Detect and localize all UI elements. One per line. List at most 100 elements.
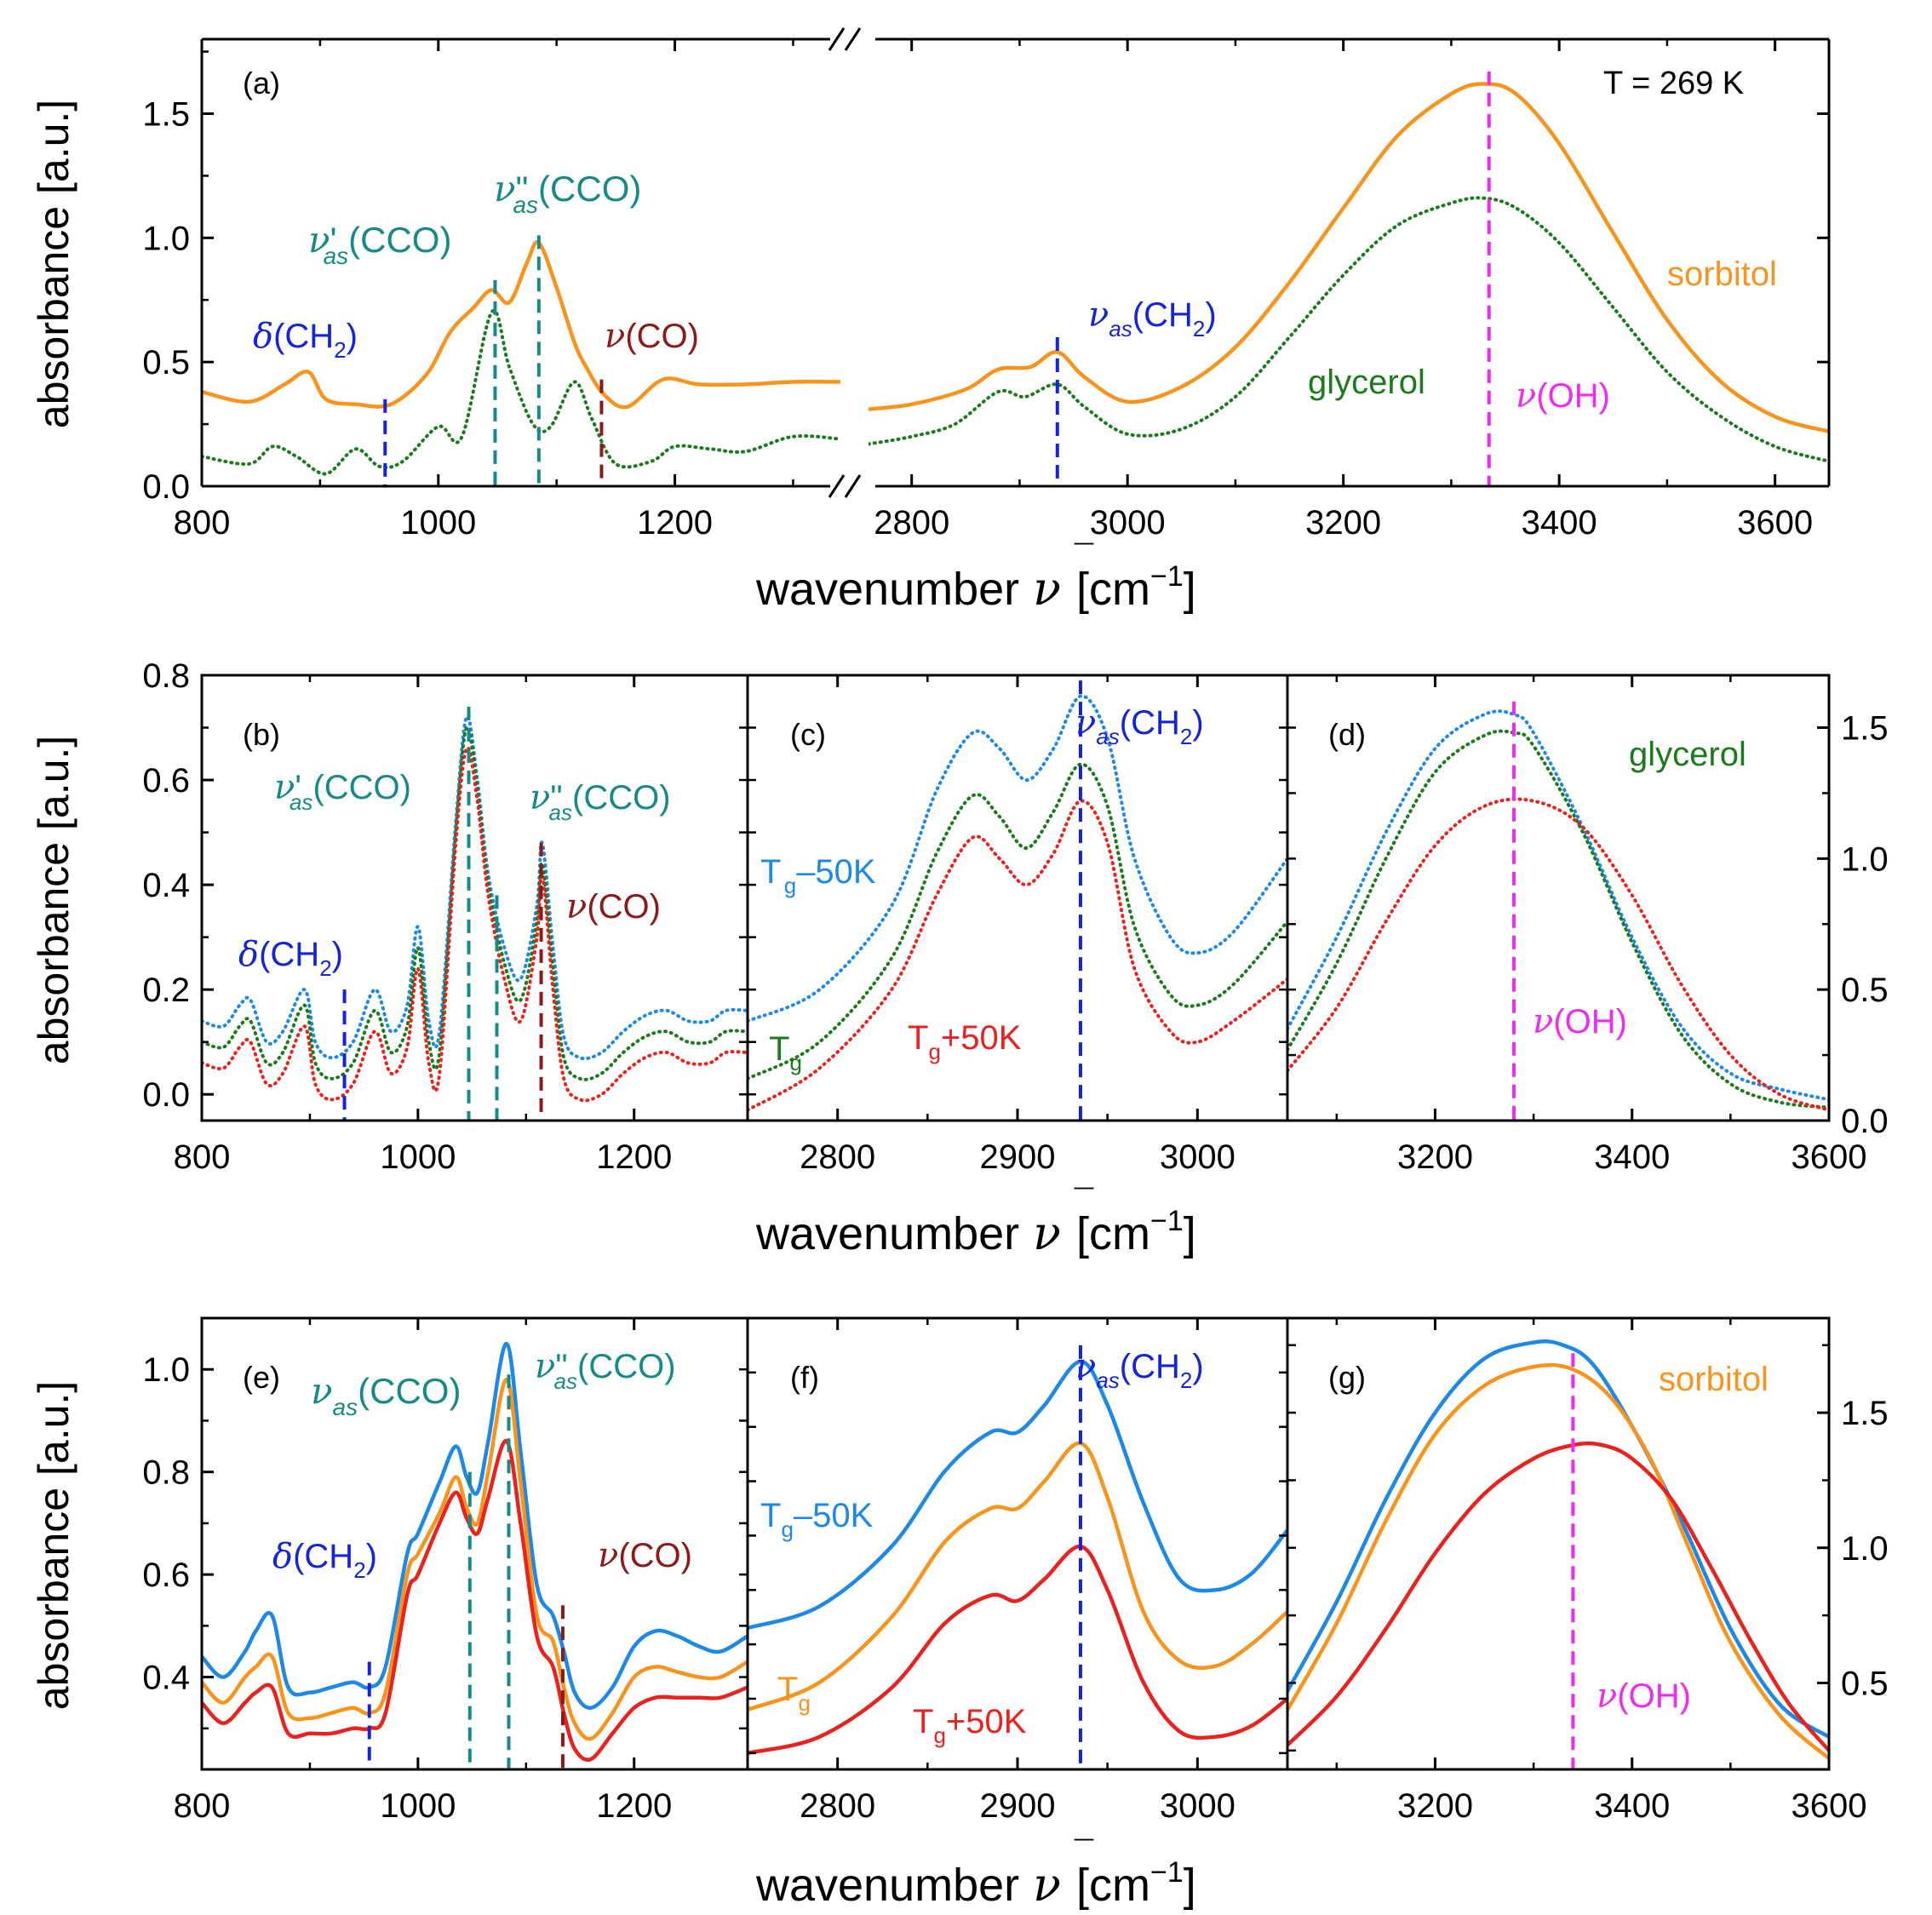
panel-c: 2800 2900 3000 (c) νas(CH2) TTg-50Kg–50K T… — [748, 674, 1289, 1176]
y-tick-label: 0.6 — [142, 762, 190, 800]
x-tick-label: 3000 — [1090, 504, 1166, 542]
x-tick-label: 1200 — [596, 1787, 672, 1825]
curves-layer — [748, 1359, 1287, 1756]
x-tick-label: 3400 — [1594, 1138, 1670, 1176]
series-glycerol — [869, 196, 1829, 463]
label-tg: Tg — [769, 1030, 802, 1075]
x-tick-label: 2900 — [980, 1787, 1056, 1825]
series-tg — [748, 1441, 1287, 1712]
y-tick-label: 0.0 — [1841, 1103, 1889, 1140]
y-tick-label: 1.0 — [142, 220, 190, 257]
x-tick-label: 800 — [174, 1787, 231, 1825]
x-axis-bar: ¯ — [1074, 1835, 1094, 1872]
x-tick-label: 3400 — [1522, 504, 1597, 542]
y-tick-label: 1.0 — [142, 1351, 190, 1389]
series-tg-50k — [202, 746, 748, 1103]
label-tg-minus-50k: Tg–50K — [760, 1497, 874, 1542]
label-tg-plus-50k: Tg+50K — [913, 1703, 1027, 1748]
x-axis-title: wavenumber ν [cm−1] — [755, 1205, 1196, 1260]
panel-b: 800 1000 1200 0.0 0.2 0.4 0.6 0.8 (b) ν'as(CCO)… — [142, 657, 748, 1176]
y-tick-label: 1.0 — [1841, 840, 1889, 878]
annotation-nu-doubleprime-cco: ν"as(CCO) — [535, 1347, 676, 1394]
series-tg-50k — [748, 799, 1287, 1112]
curves-layer — [202, 82, 1829, 476]
x-tick-label: 800 — [174, 504, 231, 542]
series-tg — [202, 1378, 748, 1741]
y-tick-label: 0.4 — [142, 867, 190, 904]
y-tick-label: 1.0 — [1841, 1530, 1889, 1568]
temperature-label: T = 269 K — [1603, 66, 1744, 101]
panel-label: (c) — [790, 717, 826, 752]
curves-layer — [202, 1341, 748, 1762]
panel-label: (f) — [790, 1360, 819, 1395]
y-tick-label: 0.2 — [142, 972, 190, 1009]
x-axis-bar: ¯ — [1074, 539, 1094, 576]
annotation-nu-prime-cco: νas(CCO) — [311, 1370, 461, 1420]
x-tick-label: 3200 — [1397, 1138, 1473, 1176]
y-axis-title: absorbance [a.u.] — [30, 1381, 77, 1710]
panel-f: 2800 2900 3000 (f) νas(CH2) Tg–50K Tg Tg+5… — [748, 1318, 1289, 1825]
x-tick-label: 1000 — [400, 504, 476, 542]
series-tg-50k — [748, 1359, 1287, 1631]
annotation-nu-oh: ν(OH) — [1597, 1677, 1691, 1716]
label-tg-minus-50k: TTg-50Kg–50K — [760, 853, 876, 898]
series-tg-50k — [202, 1439, 748, 1762]
x-axis-titles: wavenumber ν [cm−1] ¯ wavenumber ν [cm−1] ¯ … — [755, 539, 1196, 1912]
series-tg-50k — [748, 1544, 1287, 1756]
y-tick-label: 0.8 — [142, 1454, 190, 1492]
series-tg — [202, 725, 748, 1081]
panel-label: (e) — [243, 1360, 280, 1395]
series-tg-50k — [202, 1341, 748, 1710]
x-tick-label: 1000 — [380, 1138, 456, 1176]
series-tg — [1287, 729, 1829, 1109]
x-tick-label: 2800 — [800, 1138, 875, 1176]
label-tg: Tg — [777, 1671, 811, 1716]
axes-frame — [200, 674, 1831, 1122]
panel-a: 800 1000 1200 2800 3000 3200 3400 3600 0.0 0.5 1.0… — [142, 27, 1831, 542]
series-tg-50k — [1287, 709, 1829, 1102]
ticks-layer: 2800 2900 3000 — [748, 1318, 1289, 1825]
label-glycerol: glycerol — [1308, 364, 1425, 401]
annotation-nu-as-ch2: νas(CH2) — [1088, 295, 1217, 341]
markers-layer — [367, 1374, 565, 1769]
x-axis-title: wavenumber ν [cm−1] — [755, 1856, 1196, 1912]
y-tick-label: 1.5 — [1841, 1395, 1889, 1432]
series-tg — [748, 762, 1287, 1081]
x-tick-label: 3400 — [1594, 1787, 1670, 1825]
y-tick-label: 1.5 — [1841, 710, 1889, 748]
panel-label: (b) — [243, 717, 280, 752]
series-tg-50k — [1287, 1339, 1829, 1740]
annotation-nu-doubleprime-cco: ν"as(CCO) — [530, 778, 671, 825]
annotation-nu-co: ν(CO) — [598, 1536, 692, 1575]
annotation-nu-co: ν(CO) — [605, 317, 699, 356]
axes-frame — [200, 37, 1831, 488]
ticks-layer: 2800 2900 3000 — [748, 674, 1289, 1176]
annotation-nu-prime-cco: ν'as(CCO) — [274, 768, 411, 815]
panel-e: 800 1000 1200 0.4 0.6 0.8 1.0 (e) νas(CCO) ν"a… — [142, 1318, 748, 1825]
label-sorbitol: sorbitol — [1667, 255, 1777, 293]
panel-g: 3200 3400 3600 0.5 1.0 1.5 (g) sorbitol ν(OH) — [1287, 1318, 1889, 1825]
y-tick-label: 0.0 — [142, 1076, 190, 1114]
annotation-nu-oh: ν(OH) — [1516, 376, 1610, 416]
x-tick-label: 1200 — [637, 504, 713, 542]
x-axis-bar: ¯ — [1074, 1184, 1094, 1221]
annotation-nu-as-ch2: νas(CH2) — [1075, 703, 1204, 749]
y-tick-label: 1.5 — [142, 96, 190, 134]
x-tick-label: 800 — [174, 1138, 231, 1176]
curves-layer — [1287, 1339, 1829, 1761]
x-tick-label: 3600 — [1792, 1787, 1867, 1825]
x-tick-label: 3600 — [1792, 1138, 1867, 1176]
x-tick-label: 2900 — [980, 1138, 1056, 1176]
annotation-delta-ch2: δ(CH2) — [272, 1537, 377, 1583]
panel-label: (a) — [243, 66, 280, 100]
panel-label: (d) — [1328, 717, 1366, 752]
ticks-layer: 3200 3400 3600 0.5 1.0 1.5 — [1287, 1318, 1889, 1825]
annotation-nu-co: ν(CO) — [566, 887, 661, 926]
markers-layer — [342, 706, 543, 1121]
curves-layer — [748, 694, 1287, 1112]
annotation-nu-doubleprime-cco: ν"as(CCO) — [494, 168, 641, 218]
x-tick-label: 3600 — [1737, 504, 1813, 542]
markers-layer — [383, 71, 1491, 486]
x-tick-label: 3000 — [1160, 1787, 1235, 1825]
